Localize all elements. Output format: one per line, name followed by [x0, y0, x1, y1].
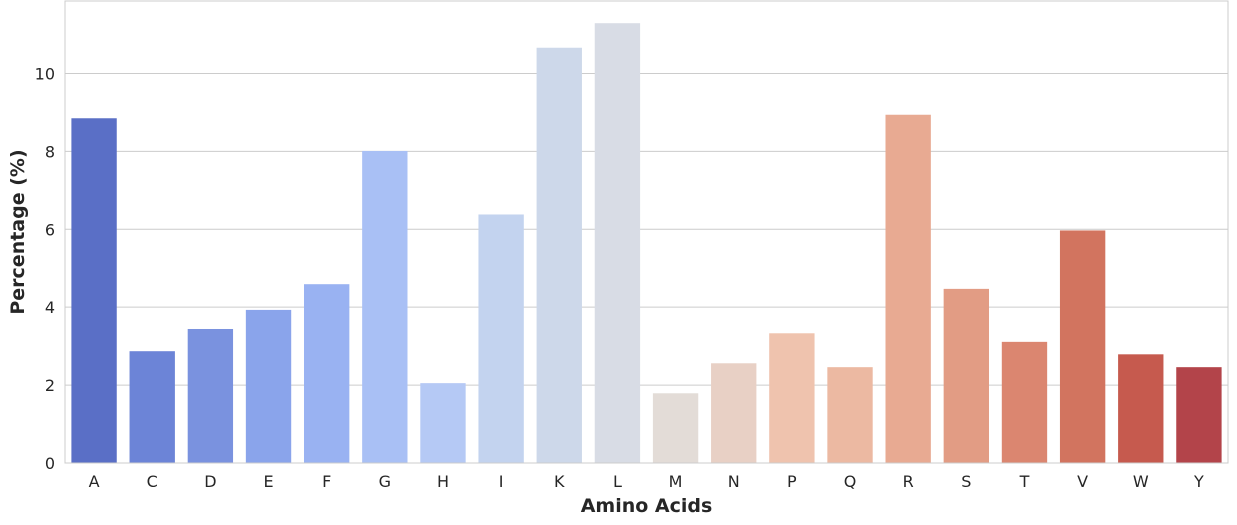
bar-S [943, 288, 990, 463]
x-tick-label-Y: Y [1193, 472, 1204, 491]
bar-A [71, 118, 117, 463]
bar-D [187, 328, 234, 463]
x-tick-label-C: C [147, 472, 158, 491]
bar-T [1001, 341, 1048, 463]
x-tick-label-P: P [787, 472, 797, 491]
x-tick-label-D: D [204, 472, 216, 491]
y-axis-title: Percentage (%) [7, 149, 29, 314]
x-tick-label-G: G [379, 472, 391, 491]
x-tick-label-T: T [1019, 472, 1030, 491]
x-tick-label-N: N [728, 472, 740, 491]
x-tick-label-S: S [961, 472, 971, 491]
bar-I [478, 214, 524, 463]
y-tick-label: 10 [35, 64, 55, 83]
x-tick-label-W: W [1133, 472, 1149, 491]
x-tick-label-V: V [1077, 472, 1088, 491]
x-tick-label-F: F [322, 472, 331, 491]
bar-R [885, 114, 931, 464]
plot-frame [64, 0, 1229, 464]
bar-K [536, 47, 582, 463]
x-tick-label-I: I [499, 472, 504, 491]
y-tick-labels: 0 2 4 6 8 10 [35, 64, 55, 473]
bar-Y [1176, 367, 1222, 463]
bar-H [420, 383, 466, 463]
x-tick-label-M: M [669, 472, 683, 491]
bar-V [1059, 230, 1106, 463]
bar-G [362, 150, 408, 463]
bar-L [594, 23, 641, 464]
bar-M [652, 393, 699, 463]
bar-P [769, 333, 815, 463]
bar-F [303, 284, 350, 463]
y-tick-label: 6 [45, 220, 55, 239]
grid-layer [65, 72, 1228, 464]
x-tick-label-A: A [89, 472, 100, 491]
bar-Q [827, 367, 873, 463]
y-tick-label: 2 [45, 376, 55, 395]
x-tick-label-H: H [437, 472, 449, 491]
x-axis-title: Amino Acids [581, 495, 713, 517]
x-tick-label-K: K [554, 472, 565, 491]
x-tick-label-R: R [903, 472, 914, 491]
bar-C [129, 351, 175, 463]
y-tick-label: 8 [45, 142, 55, 161]
bar-E [245, 309, 292, 463]
y-tick-label: 4 [45, 298, 55, 317]
y-tick-label: 0 [45, 454, 55, 473]
x-tick-label-E: E [263, 472, 273, 491]
x-tick-label-Q: Q [844, 472, 857, 491]
bar-N [711, 363, 757, 463]
bar-W [1118, 354, 1164, 463]
x-tick-label-L: L [613, 472, 622, 491]
bar-layer [71, 23, 1222, 464]
